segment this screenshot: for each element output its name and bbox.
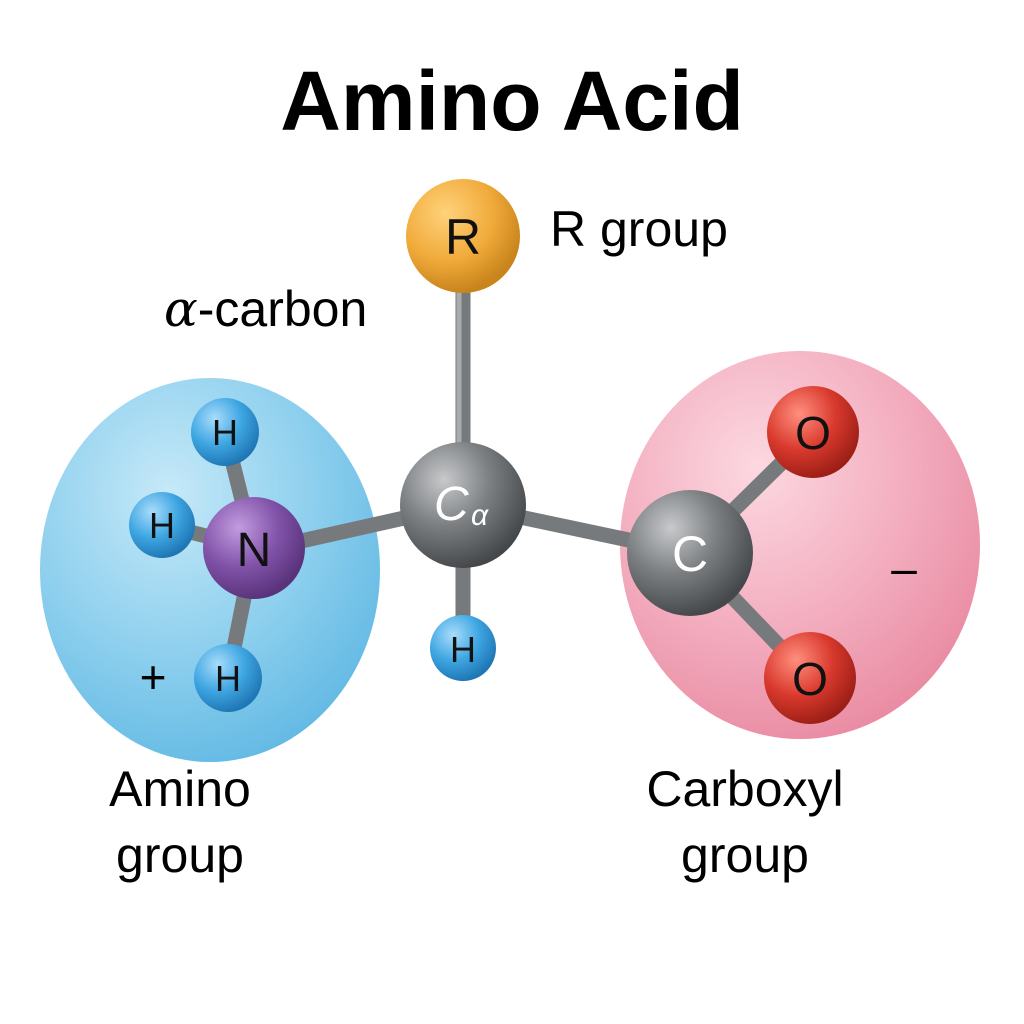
amino-group-label-line2: group <box>116 827 244 883</box>
alpha-symbol: α <box>164 280 198 338</box>
alpha-carbon-suffix: -carbon <box>198 281 368 337</box>
alpha-carbon-label: α-carbon <box>164 280 367 338</box>
nitrogen-atom: N <box>203 497 305 599</box>
oxygen-label: O <box>792 653 828 705</box>
hydrogen-atom-amino-bottom: H <box>194 644 262 712</box>
nitrogen-label: N <box>237 524 272 577</box>
hydrogen-atom-alpha: H <box>430 615 496 681</box>
oxygen-atom-top: O <box>767 386 859 478</box>
positive-charge: + <box>140 651 167 703</box>
hydrogen-label: H <box>450 629 476 670</box>
hydrogen-label: H <box>215 658 241 699</box>
alpha-carbon-atom: C α <box>400 442 526 568</box>
hydrogen-atom-amino-left: H <box>129 492 195 558</box>
carboxyl-group-label-line1: Carboxyl <box>646 761 843 817</box>
r-group-label: R group <box>550 201 728 257</box>
alpha-carbon-subscript: α <box>471 499 489 532</box>
carboxyl-carbon-atom: C <box>627 490 753 616</box>
alpha-carbon-main-label: C <box>434 478 469 531</box>
hydrogen-atom-amino-top: H <box>191 398 259 466</box>
r-atom-label: R <box>445 209 481 265</box>
carboxyl-carbon-label: C <box>672 526 708 582</box>
oxygen-label: O <box>795 407 831 459</box>
amino-group-label-line1: Amino <box>109 761 251 817</box>
page-title: Amino Acid <box>280 54 744 148</box>
carboxyl-group-region <box>620 351 980 739</box>
oxygen-atom-bottom: O <box>764 632 856 724</box>
hydrogen-label: H <box>212 412 238 453</box>
negative-charge: – <box>891 542 917 594</box>
carboxyl-group-label-line2: group <box>681 827 809 883</box>
hydrogen-label: H <box>149 505 175 546</box>
r-group-atom: R <box>406 179 520 293</box>
